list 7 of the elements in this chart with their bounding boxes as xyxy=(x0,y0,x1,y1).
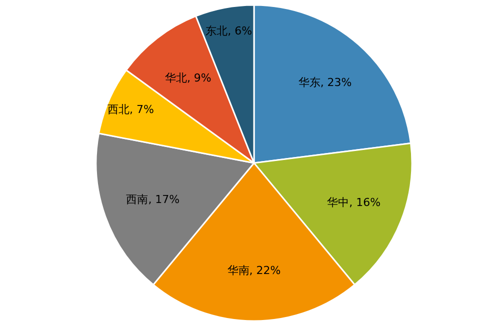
slice-label: 东北, 6% xyxy=(206,24,252,38)
slice-label: 西北, 7% xyxy=(108,103,154,116)
slice-label: 华中, 16% xyxy=(327,196,381,210)
slice-label: 华北, 9% xyxy=(164,72,212,85)
slice-label: 西南, 17% xyxy=(126,192,180,206)
slice-label: 华南, 22% xyxy=(227,264,281,277)
slice-label: 华东, 23% xyxy=(298,76,352,89)
